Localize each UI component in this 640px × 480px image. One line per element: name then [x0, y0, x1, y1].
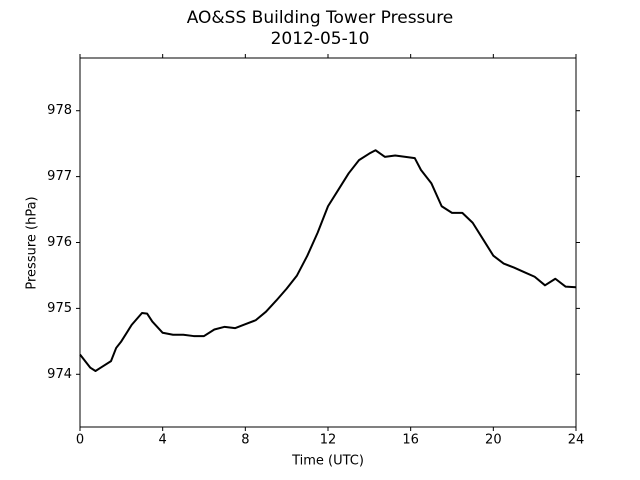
y-tick-label: 975: [47, 301, 72, 316]
x-tick-label: 4: [159, 433, 167, 448]
y-tick-label: 978: [47, 103, 72, 118]
x-tick-label: 0: [76, 433, 84, 448]
y-axis-label: Pressure (hPa): [25, 196, 40, 289]
y-tick-label: 974: [47, 367, 72, 382]
x-tick-label: 24: [568, 433, 585, 448]
x-tick-label: 12: [320, 433, 337, 448]
chart-title: AO&SS Building Tower Pressure: [187, 8, 454, 28]
y-tick-label: 977: [47, 169, 72, 184]
x-axis-label: Time (UTC): [291, 454, 364, 469]
x-tick-label: 20: [485, 433, 502, 448]
y-tick-label: 976: [47, 235, 72, 250]
plot-frame: [79, 57, 577, 428]
x-tick-label: 16: [402, 433, 419, 448]
x-tick-label: 8: [241, 433, 249, 448]
chart-subtitle: 2012-05-10: [271, 29, 370, 49]
data-line: [79, 149, 577, 372]
